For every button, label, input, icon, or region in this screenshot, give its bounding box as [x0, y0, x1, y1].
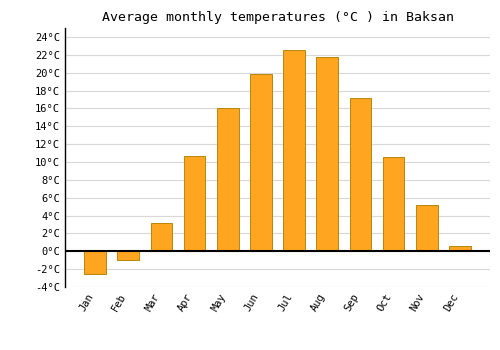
Bar: [150, 223, 172, 251]
Bar: [316, 57, 338, 251]
Bar: [217, 108, 238, 251]
Bar: [250, 75, 272, 251]
Bar: [449, 246, 470, 251]
Bar: [284, 50, 305, 251]
Bar: [184, 156, 206, 251]
Bar: [350, 98, 371, 251]
Bar: [416, 205, 438, 251]
Bar: [84, 251, 106, 274]
Bar: [383, 156, 404, 251]
Title: Average monthly temperatures (°C ) in Baksan: Average monthly temperatures (°C ) in Ba…: [102, 11, 454, 24]
Bar: [118, 251, 139, 260]
